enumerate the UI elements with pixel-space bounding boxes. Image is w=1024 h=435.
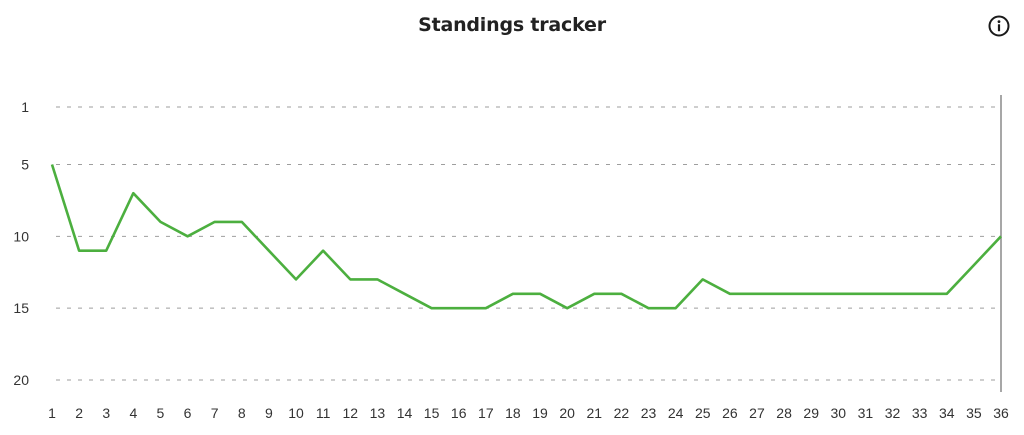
- x-tick-label: 15: [424, 405, 440, 421]
- y-tick-label: 10: [13, 228, 29, 244]
- x-tick-label: 1: [48, 405, 56, 421]
- x-tick-label: 3: [102, 405, 110, 421]
- x-tick-label: 20: [559, 405, 575, 421]
- chart-title: Standings tracker: [418, 14, 606, 36]
- x-tick-label: 31: [858, 405, 874, 421]
- x-tick-label: 22: [614, 405, 630, 421]
- x-tick-label: 35: [966, 405, 982, 421]
- x-tick-label: 29: [803, 405, 819, 421]
- x-tick-label: 27: [749, 405, 765, 421]
- position-line: [50, 164, 1002, 310]
- x-tick-label: 14: [397, 405, 413, 421]
- x-tick-label: 10: [288, 405, 304, 421]
- x-tick-label: 9: [265, 405, 273, 421]
- x-tick-label: 8: [238, 405, 246, 421]
- x-tick-label: 18: [505, 405, 521, 421]
- info-circle-icon: [988, 15, 1010, 37]
- x-tick-label: 5: [157, 405, 165, 421]
- y-tick-label: 15: [13, 300, 29, 316]
- x-tick-label: 12: [342, 405, 358, 421]
- x-tick-label: 25: [695, 405, 711, 421]
- grid-lines: [56, 106, 1001, 381]
- x-tick-label: 13: [370, 405, 386, 421]
- x-tick-label: 16: [451, 405, 467, 421]
- x-tick-label: 26: [722, 405, 738, 421]
- x-tick-label: 2: [75, 405, 83, 421]
- y-tick-label: 20: [13, 372, 29, 388]
- x-tick-label: 34: [939, 405, 955, 421]
- x-tick-label: 28: [776, 405, 792, 421]
- x-tick-label: 21: [586, 405, 602, 421]
- x-tick-label: 19: [532, 405, 548, 421]
- x-axis-ticks: 1 2 3 4 5 6 7 8 9 10 11 12 13 14 15 16 17 18 19 20 21 22 23 24 2…: [48, 405, 1009, 421]
- x-tick-label: 11: [316, 405, 331, 421]
- x-tick-label: 32: [885, 405, 901, 421]
- x-tick-label: 23: [641, 405, 657, 421]
- x-tick-label: 36: [993, 405, 1009, 421]
- x-tick-label: 4: [129, 405, 137, 421]
- x-tick-label: 17: [478, 405, 494, 421]
- x-tick-label: 24: [668, 405, 684, 421]
- x-tick-label: 33: [912, 405, 928, 421]
- y-tick-label: 5: [21, 156, 29, 172]
- x-tick-label: 7: [211, 405, 219, 421]
- x-tick-label: 6: [184, 405, 192, 421]
- x-tick-label: 30: [831, 405, 847, 421]
- y-tick-label: 1: [21, 99, 29, 115]
- info-button[interactable]: [988, 15, 1010, 37]
